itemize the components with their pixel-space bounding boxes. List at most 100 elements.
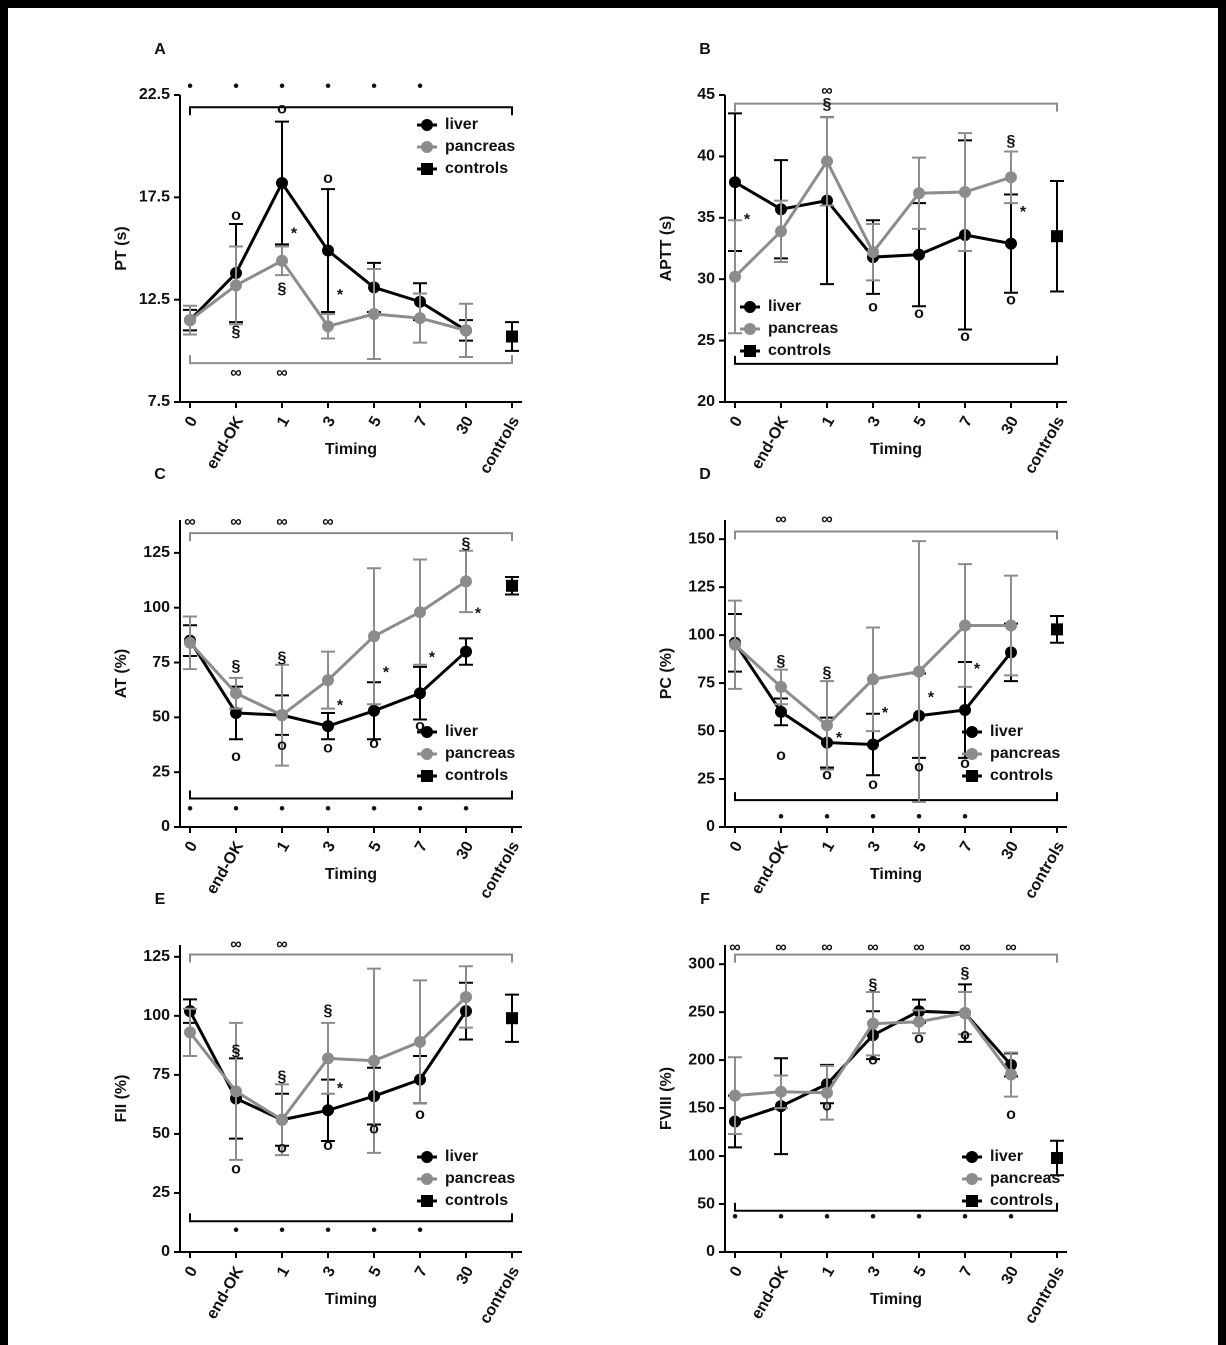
y-tick-label: 125 <box>688 578 715 595</box>
x-tick-label: 1 <box>819 414 838 430</box>
annotation: o <box>369 735 379 752</box>
marker <box>1051 230 1063 243</box>
bracket-symbol: ∞ <box>821 511 832 528</box>
bracket-symbol: ∞ <box>775 939 786 956</box>
marker <box>729 270 741 283</box>
bracket-symbol: • <box>279 801 285 818</box>
x-tick-label: 5 <box>366 839 385 855</box>
annotation: * <box>337 287 344 304</box>
bracket-symbol: • <box>233 801 239 818</box>
bracket <box>189 1213 513 1223</box>
x-tick-label: 30 <box>998 414 1022 438</box>
x-tick-label: controls <box>477 1264 523 1327</box>
marker <box>368 307 380 320</box>
marker <box>184 636 196 649</box>
bracket-symbol: • <box>371 1222 377 1239</box>
bracket <box>734 530 1058 540</box>
y-tick-label: 75 <box>697 674 715 691</box>
x-tick-label: 30 <box>998 839 1022 863</box>
panel-label: E <box>155 891 166 908</box>
marker <box>184 1026 196 1039</box>
legend-marker <box>744 323 756 335</box>
annotation: o <box>323 1137 333 1154</box>
y-tick-label: 25 <box>152 1184 170 1201</box>
annotation: § <box>869 977 878 994</box>
panel-label: D <box>699 466 711 483</box>
annotation: o <box>822 766 832 783</box>
annotation: o <box>231 1161 241 1178</box>
bracket-symbol: • <box>962 1209 968 1226</box>
legend-marker <box>421 1151 433 1163</box>
y-axis-label: FVIII (%) <box>658 1067 675 1130</box>
annotation: * <box>928 690 935 707</box>
x-tick-label: 0 <box>182 414 201 430</box>
marker <box>821 719 833 732</box>
y-tick-label: 200 <box>688 1051 715 1068</box>
marker <box>460 645 472 658</box>
marker <box>959 1007 971 1020</box>
legend-label: liver <box>768 298 801 315</box>
bracket-symbol: • <box>732 1209 738 1226</box>
marker <box>460 324 472 337</box>
legend-label: controls <box>445 1192 508 1209</box>
annotation: o <box>369 1120 379 1137</box>
bracket-symbol: ∞ <box>276 513 287 530</box>
marker <box>867 246 879 259</box>
marker <box>959 186 971 199</box>
x-tick-label: controls <box>1022 414 1068 477</box>
x-axis-label: Timing <box>325 866 377 883</box>
bracket <box>734 355 1058 365</box>
x-axis-label: Timing <box>325 441 377 458</box>
annotation: * <box>337 1080 344 1097</box>
marker <box>460 575 472 588</box>
x-tick-label: 3 <box>865 1264 884 1280</box>
y-axis-label: PC (%) <box>658 648 675 700</box>
legend-label: pancreas <box>445 138 515 155</box>
x-tick-label: 1 <box>274 1264 293 1280</box>
legend-marker <box>421 748 433 760</box>
legend-marker <box>421 1195 433 1207</box>
y-tick-label: 300 <box>688 955 715 972</box>
legend-label: controls <box>990 1192 1053 1209</box>
marker <box>1005 237 1017 250</box>
y-axis-label: APTT (s) <box>658 216 675 282</box>
marker <box>322 1052 334 1065</box>
x-tick-label: 5 <box>366 1264 385 1280</box>
bracket-symbol: • <box>325 78 331 95</box>
bracket <box>189 953 513 963</box>
marker <box>775 680 787 693</box>
y-tick-label: 0 <box>161 818 170 835</box>
annotation: * <box>744 211 751 228</box>
marker <box>414 687 426 700</box>
annotation: o <box>231 748 241 765</box>
marker <box>368 630 380 643</box>
x-tick-label: 7 <box>957 414 976 430</box>
y-tick-label: 150 <box>688 1099 715 1116</box>
x-tick-label: 0 <box>727 1264 746 1280</box>
annotation: o <box>1006 1106 1016 1123</box>
legend-label: pancreas <box>990 745 1060 762</box>
annotation: § <box>1007 133 1016 150</box>
x-tick-label: end-OK <box>204 1263 248 1322</box>
marker <box>506 1012 518 1025</box>
marker <box>460 990 472 1003</box>
annotation: o <box>277 1139 287 1156</box>
annotation: * <box>383 665 390 682</box>
y-tick-label: 100 <box>688 1147 715 1164</box>
bracket-symbol: • <box>371 801 377 818</box>
x-tick-label: 5 <box>911 839 930 855</box>
y-tick-label: 0 <box>706 1243 715 1260</box>
legend-label: liver <box>990 723 1023 740</box>
annotation: § <box>278 649 287 666</box>
x-tick-label: 3 <box>865 414 884 430</box>
marker <box>276 1113 288 1126</box>
y-tick-label: 75 <box>152 1066 170 1083</box>
bracket-symbol: ∞ <box>230 513 241 530</box>
panel-label: B <box>699 41 711 58</box>
y-tick-label: 17.5 <box>139 189 170 206</box>
annotation: § <box>462 535 471 552</box>
x-tick-label: 0 <box>182 1264 201 1280</box>
bracket-symbol: ∞ <box>913 939 924 956</box>
marker <box>322 320 334 333</box>
marker <box>867 1017 879 1030</box>
